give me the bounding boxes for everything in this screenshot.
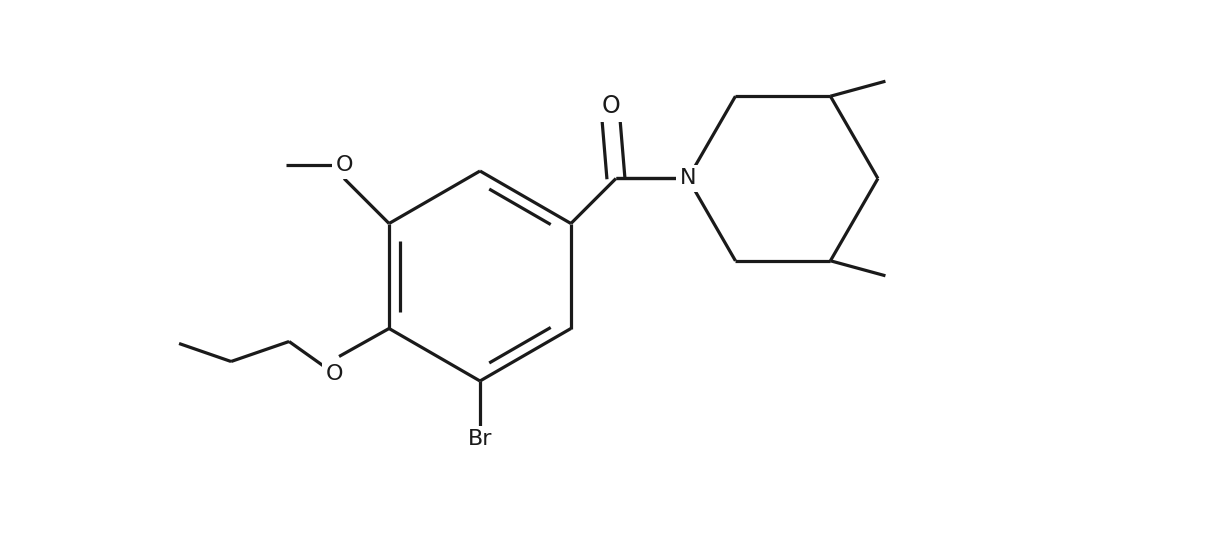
Text: O: O — [601, 94, 621, 119]
Text: N: N — [680, 168, 696, 188]
Text: Br: Br — [468, 429, 492, 449]
Text: O: O — [325, 364, 342, 384]
Text: N: N — [680, 168, 696, 188]
Text: O: O — [335, 156, 353, 176]
